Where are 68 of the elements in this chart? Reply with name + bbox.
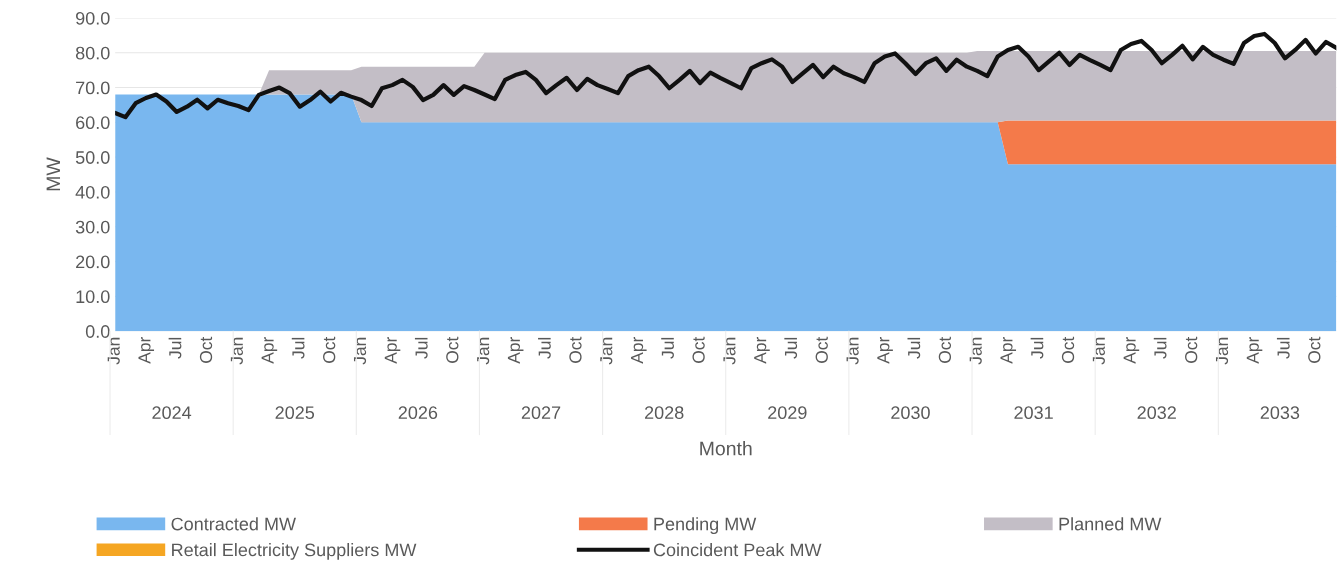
- x-tick-label: Jan: [1092, 337, 1105, 365]
- y-tick-label: 80.0: [75, 46, 110, 60]
- x-tick-label: Jan: [107, 337, 120, 365]
- y-tick-label: 60.0: [76, 116, 110, 130]
- x-tick-label: Jan: [230, 337, 243, 365]
- x-tick-label: Oct: [323, 336, 336, 363]
- x-tick-label: Oct: [199, 336, 213, 363]
- x-tick-label: Oct: [815, 336, 828, 363]
- x-tick-label: Apr: [877, 337, 893, 364]
- x-tick-label: Apr: [138, 337, 155, 364]
- y-axis-title: MW: [46, 157, 61, 191]
- x-tick-label: Jan: [969, 337, 982, 365]
- x-tick-label: Jul: [168, 337, 182, 359]
- text: 2033: [1260, 406, 1300, 420]
- text: 2029: [768, 406, 807, 420]
- x-tick-label: Jul: [538, 337, 551, 359]
- text: 2025: [275, 406, 315, 420]
- text: 2030: [891, 406, 930, 420]
- x-tick-label: Apr: [384, 337, 401, 364]
- text: 2031: [1014, 406, 1053, 420]
- x-tick-label: Jan: [723, 337, 736, 365]
- y-tick-label: 50.0: [75, 151, 110, 164]
- x-tick-label: Jul: [1276, 337, 1290, 359]
- y-tick-label: 10.0: [76, 290, 110, 304]
- y-tick-label: 90.0: [76, 11, 110, 25]
- x-tick-label: Jan: [846, 337, 859, 365]
- x-tick-label: Jul: [784, 337, 798, 359]
- y-tick-label: 0.0: [85, 325, 110, 338]
- x-tick-label: Apr: [1123, 337, 1140, 364]
- x-tick-label: Oct: [1308, 336, 1321, 363]
- x-tick-label: Jan: [353, 337, 367, 365]
- x-tick-label: Jul: [661, 337, 674, 359]
- x-tick-label: Jan: [477, 337, 490, 365]
- legend-label: Pending MW: [654, 517, 757, 534]
- x-tick-label: Apr: [261, 337, 278, 364]
- x-tick-label: Oct: [1061, 336, 1075, 363]
- x-tick-label: Apr: [754, 337, 770, 364]
- x-tick-label: Jul: [291, 337, 305, 359]
- x-tick-label: Jan: [1215, 337, 1229, 365]
- x-tick-label: Apr: [1000, 337, 1017, 364]
- x-tick-label: Oct: [1185, 336, 1198, 363]
- x-tick-label: Jul: [1153, 337, 1167, 359]
- x-tick-label: Apr: [507, 337, 524, 364]
- text: 2026: [398, 406, 438, 420]
- legend-label: Contracted MW: [171, 517, 296, 531]
- x-tick-label: Oct: [569, 336, 582, 363]
- legend-label: Planned MW: [1059, 517, 1162, 531]
- x-tick-label: Oct: [938, 336, 952, 363]
- text: 2032: [1137, 406, 1176, 420]
- x-tick-label: Jul: [414, 337, 428, 359]
- y-tick-label: 30.0: [75, 220, 110, 234]
- text: 2027: [521, 406, 561, 420]
- x-tick-label: Jul: [907, 337, 921, 359]
- y-tick-label: 40.0: [75, 185, 110, 199]
- x-tick-label: Apr: [631, 337, 647, 364]
- x-tick-label: Apr: [1246, 337, 1263, 364]
- x-tick-label: Oct: [692, 336, 705, 363]
- legend-label: Coincident Peak MW: [653, 543, 822, 557]
- line-series: [115, 31, 1337, 120]
- text: 2028: [644, 406, 684, 420]
- y-tick-label: 20.0: [76, 255, 110, 269]
- text: 2024: [152, 406, 192, 420]
- x-tick-label: Jul: [1030, 337, 1044, 359]
- x-axis-title: Month: [700, 441, 752, 456]
- x-tick-label: Jan: [600, 337, 613, 365]
- legend-label: Retail Electricity Suppliers MW: [172, 543, 417, 560]
- x-tick-label: Oct: [446, 336, 459, 363]
- y-tick-label: 70.0: [76, 81, 110, 95]
